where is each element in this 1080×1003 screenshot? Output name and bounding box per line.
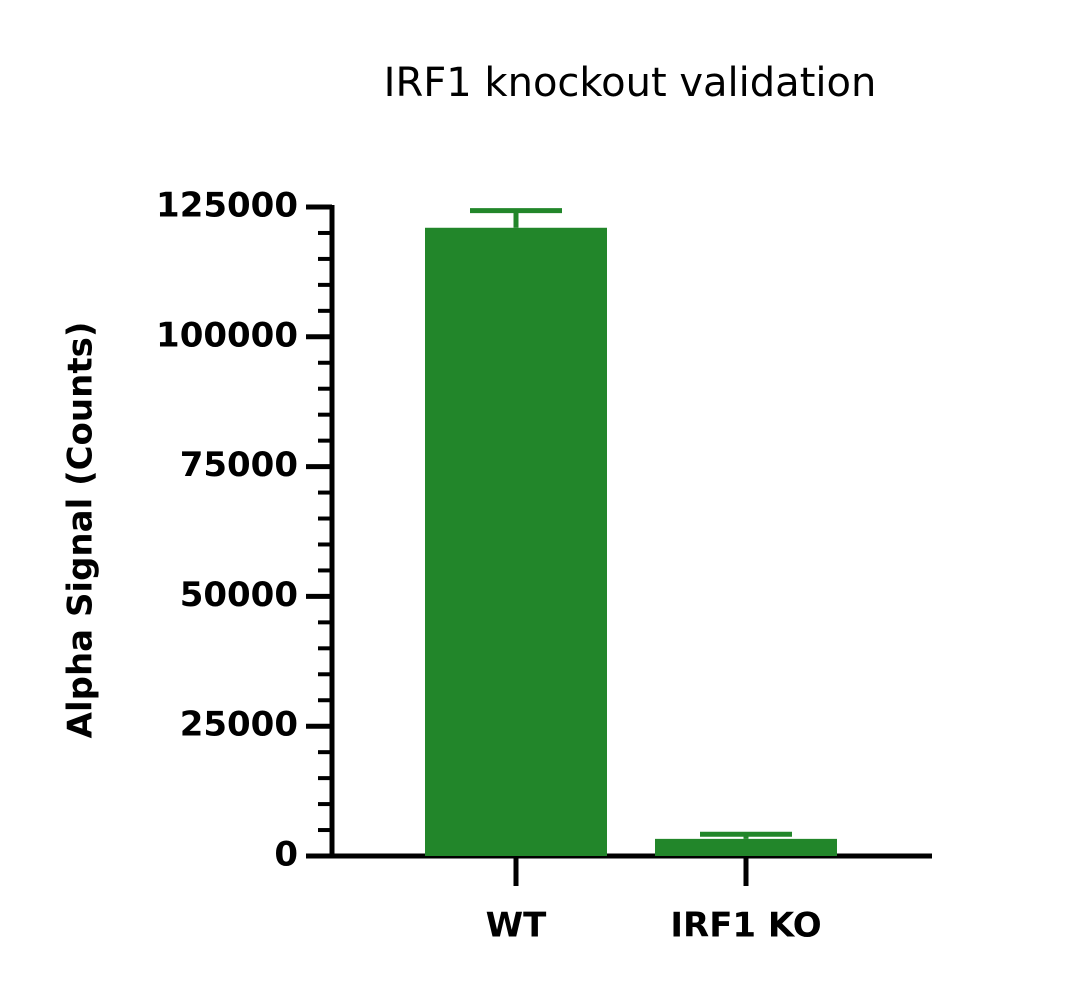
y-tick-label: 125000: [156, 186, 298, 226]
error-bar: [700, 831, 792, 839]
y-tick-label: 75000: [180, 445, 298, 485]
x-tick-label: WT: [486, 906, 548, 946]
y-tick-label: 100000: [156, 315, 298, 355]
bar: [655, 838, 837, 856]
y-tick-label: 50000: [180, 575, 298, 615]
x-tick-label: IRF1 KO: [670, 906, 821, 946]
y-tick-label: 25000: [180, 705, 298, 745]
y-axis-label: Alpha Signal (Counts): [61, 322, 101, 739]
error-bar: [470, 208, 562, 228]
y-tick-label: 0: [274, 835, 298, 875]
chart-title: IRF1 knockout validation: [384, 60, 877, 106]
bar: [425, 227, 607, 856]
